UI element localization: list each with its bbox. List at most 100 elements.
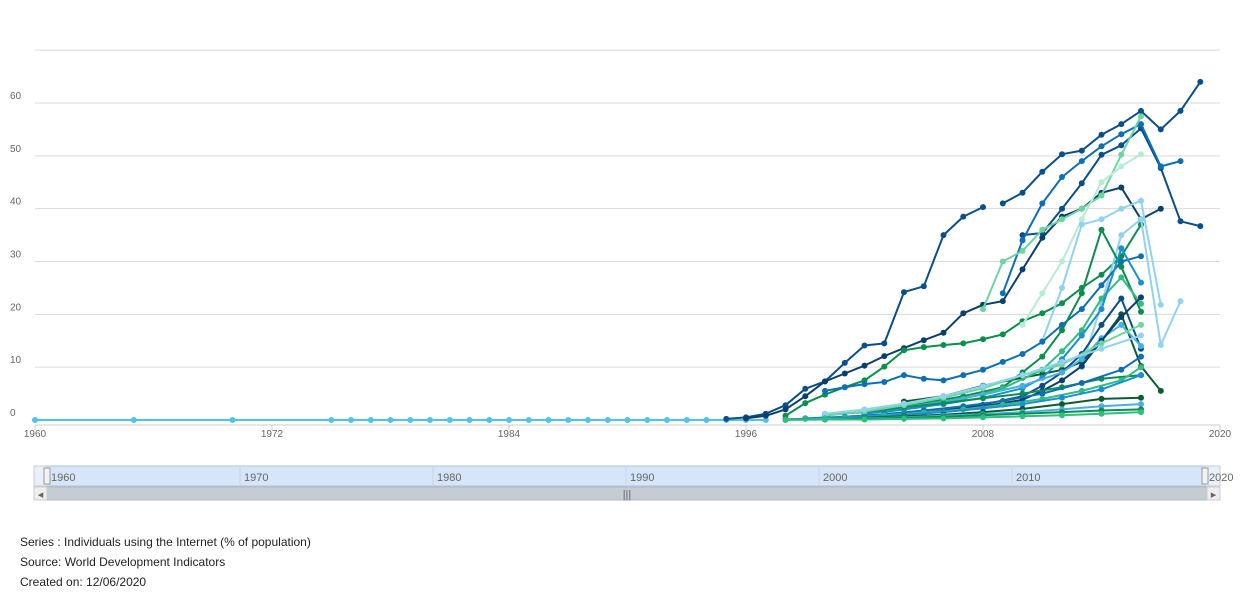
data-point bbox=[940, 415, 947, 422]
data-point bbox=[1078, 363, 1085, 370]
y-tick-label: 30 bbox=[10, 250, 22, 261]
data-point bbox=[1118, 274, 1125, 281]
x-tick-label: 1984 bbox=[498, 429, 521, 440]
data-point bbox=[1138, 364, 1144, 371]
data-point bbox=[782, 406, 789, 413]
y-axis: 0 10 20 30 40 50 60 bbox=[10, 91, 22, 419]
navigator-year-label: 1990 bbox=[630, 472, 654, 484]
data-point bbox=[822, 387, 828, 394]
data-point bbox=[940, 329, 947, 336]
series-0 bbox=[32, 417, 769, 423]
navigator-right-handle[interactable] bbox=[1201, 467, 1209, 485]
scrollbar-grip-icon: ||| bbox=[623, 489, 632, 501]
data-point bbox=[1039, 226, 1046, 233]
data-point bbox=[1078, 147, 1085, 154]
data-point bbox=[762, 417, 769, 423]
data-point bbox=[1118, 163, 1125, 170]
x-tick-label: 1972 bbox=[261, 429, 284, 440]
y-tick-label: 40 bbox=[10, 197, 22, 208]
series-group bbox=[32, 78, 1204, 423]
data-point bbox=[644, 417, 651, 423]
data-point bbox=[1138, 332, 1144, 339]
data-point bbox=[545, 417, 552, 423]
data-point bbox=[920, 337, 927, 344]
data-point bbox=[1098, 192, 1105, 199]
data-point bbox=[1138, 107, 1144, 114]
data-point bbox=[960, 213, 967, 220]
data-point bbox=[1019, 237, 1026, 244]
data-point bbox=[920, 375, 927, 382]
data-point bbox=[1138, 216, 1144, 223]
data-point bbox=[525, 417, 532, 423]
series-line bbox=[1001, 123, 1181, 294]
data-point bbox=[1138, 279, 1144, 286]
data-point bbox=[348, 417, 354, 423]
data-point bbox=[1078, 216, 1085, 223]
data-point bbox=[407, 417, 414, 423]
scrollbar-left-button[interactable] bbox=[33, 486, 48, 501]
data-point bbox=[1059, 284, 1065, 291]
data-point bbox=[1059, 394, 1065, 401]
x-axis: 1960 1972 1984 1996 2008 2020 bbox=[24, 424, 1232, 440]
data-point bbox=[999, 200, 1006, 207]
data-point bbox=[782, 417, 789, 423]
data-point bbox=[980, 336, 986, 343]
data-point bbox=[1098, 306, 1105, 313]
data-point bbox=[861, 362, 868, 369]
range-navigator[interactable]: 1960 1970 1980 1990 2000 2010 2020 ||| ◂ ▸ bbox=[33, 465, 1233, 501]
data-point bbox=[980, 383, 986, 390]
data-point bbox=[861, 381, 868, 388]
data-point bbox=[1118, 295, 1125, 302]
data-point bbox=[1138, 409, 1144, 416]
data-point bbox=[940, 393, 947, 400]
scrollbar-right-button[interactable] bbox=[1206, 486, 1221, 501]
data-point bbox=[762, 412, 769, 419]
data-point bbox=[1138, 321, 1144, 328]
data-point bbox=[980, 395, 986, 402]
data-point bbox=[920, 283, 927, 290]
data-point bbox=[1138, 113, 1144, 120]
data-point bbox=[1098, 321, 1105, 328]
data-point bbox=[1138, 308, 1144, 315]
scroll-left-arrow-icon: ◂ bbox=[38, 489, 44, 501]
data-point bbox=[841, 359, 848, 366]
data-point bbox=[1138, 394, 1144, 401]
series-4 bbox=[999, 121, 1184, 297]
data-point bbox=[1138, 253, 1144, 260]
data-point bbox=[1019, 413, 1026, 420]
data-point bbox=[1118, 142, 1125, 149]
navigator-left-handle[interactable] bbox=[43, 467, 51, 485]
data-point bbox=[980, 204, 986, 211]
data-point bbox=[1059, 174, 1065, 180]
data-point bbox=[881, 353, 888, 360]
data-point bbox=[1138, 151, 1144, 158]
data-point bbox=[1118, 151, 1125, 158]
data-point bbox=[229, 417, 236, 423]
data-point bbox=[861, 342, 868, 349]
series-1 bbox=[723, 204, 986, 422]
data-point bbox=[980, 414, 986, 421]
data-point bbox=[1118, 263, 1125, 270]
data-point bbox=[32, 417, 38, 423]
data-point bbox=[1098, 226, 1105, 233]
data-point bbox=[980, 306, 986, 313]
data-point bbox=[1039, 353, 1046, 360]
data-point bbox=[1138, 300, 1144, 307]
y-tick-label: 60 bbox=[10, 91, 22, 102]
data-point bbox=[901, 289, 907, 296]
data-point bbox=[1078, 332, 1085, 339]
data-point bbox=[1157, 387, 1164, 394]
data-point bbox=[1039, 290, 1046, 297]
data-point bbox=[506, 417, 512, 423]
series-line bbox=[785, 411, 1142, 421]
data-point bbox=[1098, 151, 1105, 158]
data-point bbox=[1118, 121, 1125, 128]
data-point bbox=[1098, 295, 1105, 302]
data-point bbox=[624, 417, 631, 423]
data-point bbox=[1118, 321, 1125, 328]
data-point bbox=[960, 340, 967, 347]
data-point bbox=[1059, 258, 1065, 265]
data-point bbox=[1059, 369, 1065, 376]
data-point bbox=[999, 258, 1006, 265]
data-point bbox=[328, 417, 335, 423]
